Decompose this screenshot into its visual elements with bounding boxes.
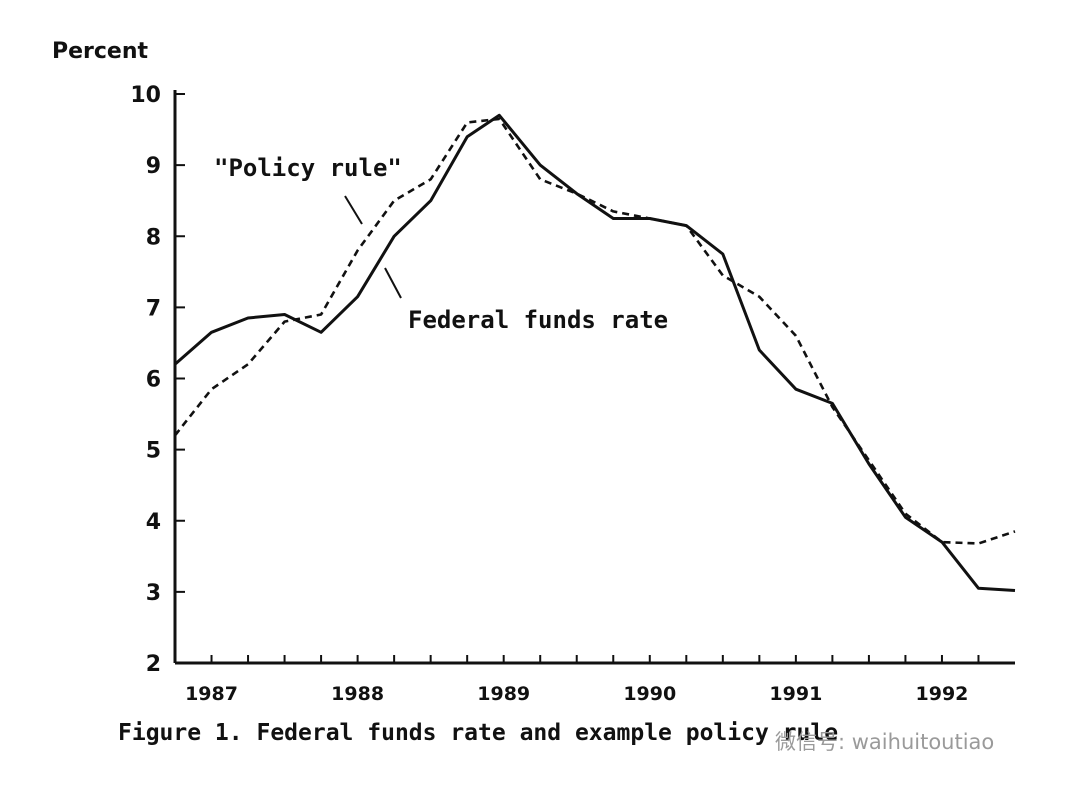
annotation-policy-rule: "Policy rule" bbox=[214, 154, 402, 182]
series-line-federal-funds-rate bbox=[174, 113, 1016, 592]
figure-caption: Figure 1. Federal funds rate and example… bbox=[118, 720, 838, 746]
y-tick-label: 3 bbox=[146, 581, 161, 606]
y-tick-label: 2 bbox=[146, 652, 161, 677]
annotation-federal-funds-rate-pointer bbox=[384, 267, 402, 299]
x-tick-label: 1990 bbox=[623, 683, 676, 705]
y-tick-label: 9 bbox=[146, 154, 161, 179]
x-tick-label: 1987 bbox=[185, 683, 238, 705]
y-axis-label: Percent bbox=[52, 39, 149, 64]
annotation-policy-rule-pointer bbox=[344, 195, 363, 225]
x-tick-label: 1992 bbox=[916, 683, 969, 705]
axes bbox=[173, 90, 1015, 665]
annotation-federal-funds-rate: Federal funds rate bbox=[408, 306, 668, 334]
x-ticks: 1987 1988 1989 1990 1991 1992 bbox=[185, 655, 980, 705]
y-tick-label: 7 bbox=[146, 296, 161, 321]
series-line-policy-rule bbox=[173, 117, 1016, 545]
y-tick-label: 10 bbox=[130, 83, 161, 108]
watermark: 微信号: waihuitoutiao bbox=[775, 730, 994, 754]
series-group bbox=[173, 113, 1016, 592]
y-tick-label: 5 bbox=[146, 439, 161, 464]
y-tick-label: 8 bbox=[146, 225, 161, 250]
x-tick-label: 1989 bbox=[477, 683, 530, 705]
annotations: "Policy rule" Federal funds rate bbox=[214, 154, 668, 334]
y-ticks: 2 3 4 5 6 7 8 9 10 bbox=[130, 83, 185, 677]
y-tick-label: 4 bbox=[146, 510, 161, 535]
x-tick-label: 1991 bbox=[769, 683, 822, 705]
y-tick-label: 6 bbox=[146, 368, 161, 393]
x-tick-label: 1988 bbox=[331, 683, 384, 705]
